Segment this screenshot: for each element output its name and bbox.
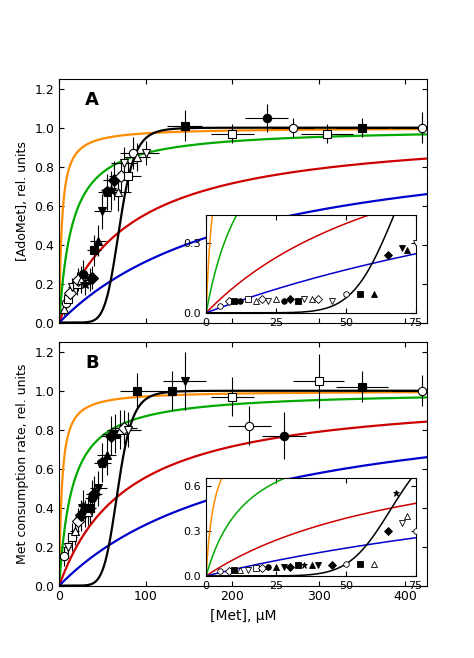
Text: B: B	[85, 354, 99, 372]
X-axis label: [Met], μM: [Met], μM	[210, 609, 276, 623]
Y-axis label: [AdoMet], rel. units: [AdoMet], rel. units	[16, 141, 29, 261]
Text: A: A	[85, 91, 99, 109]
Y-axis label: Met consumption rate, rel. units: Met consumption rate, rel. units	[16, 364, 29, 564]
